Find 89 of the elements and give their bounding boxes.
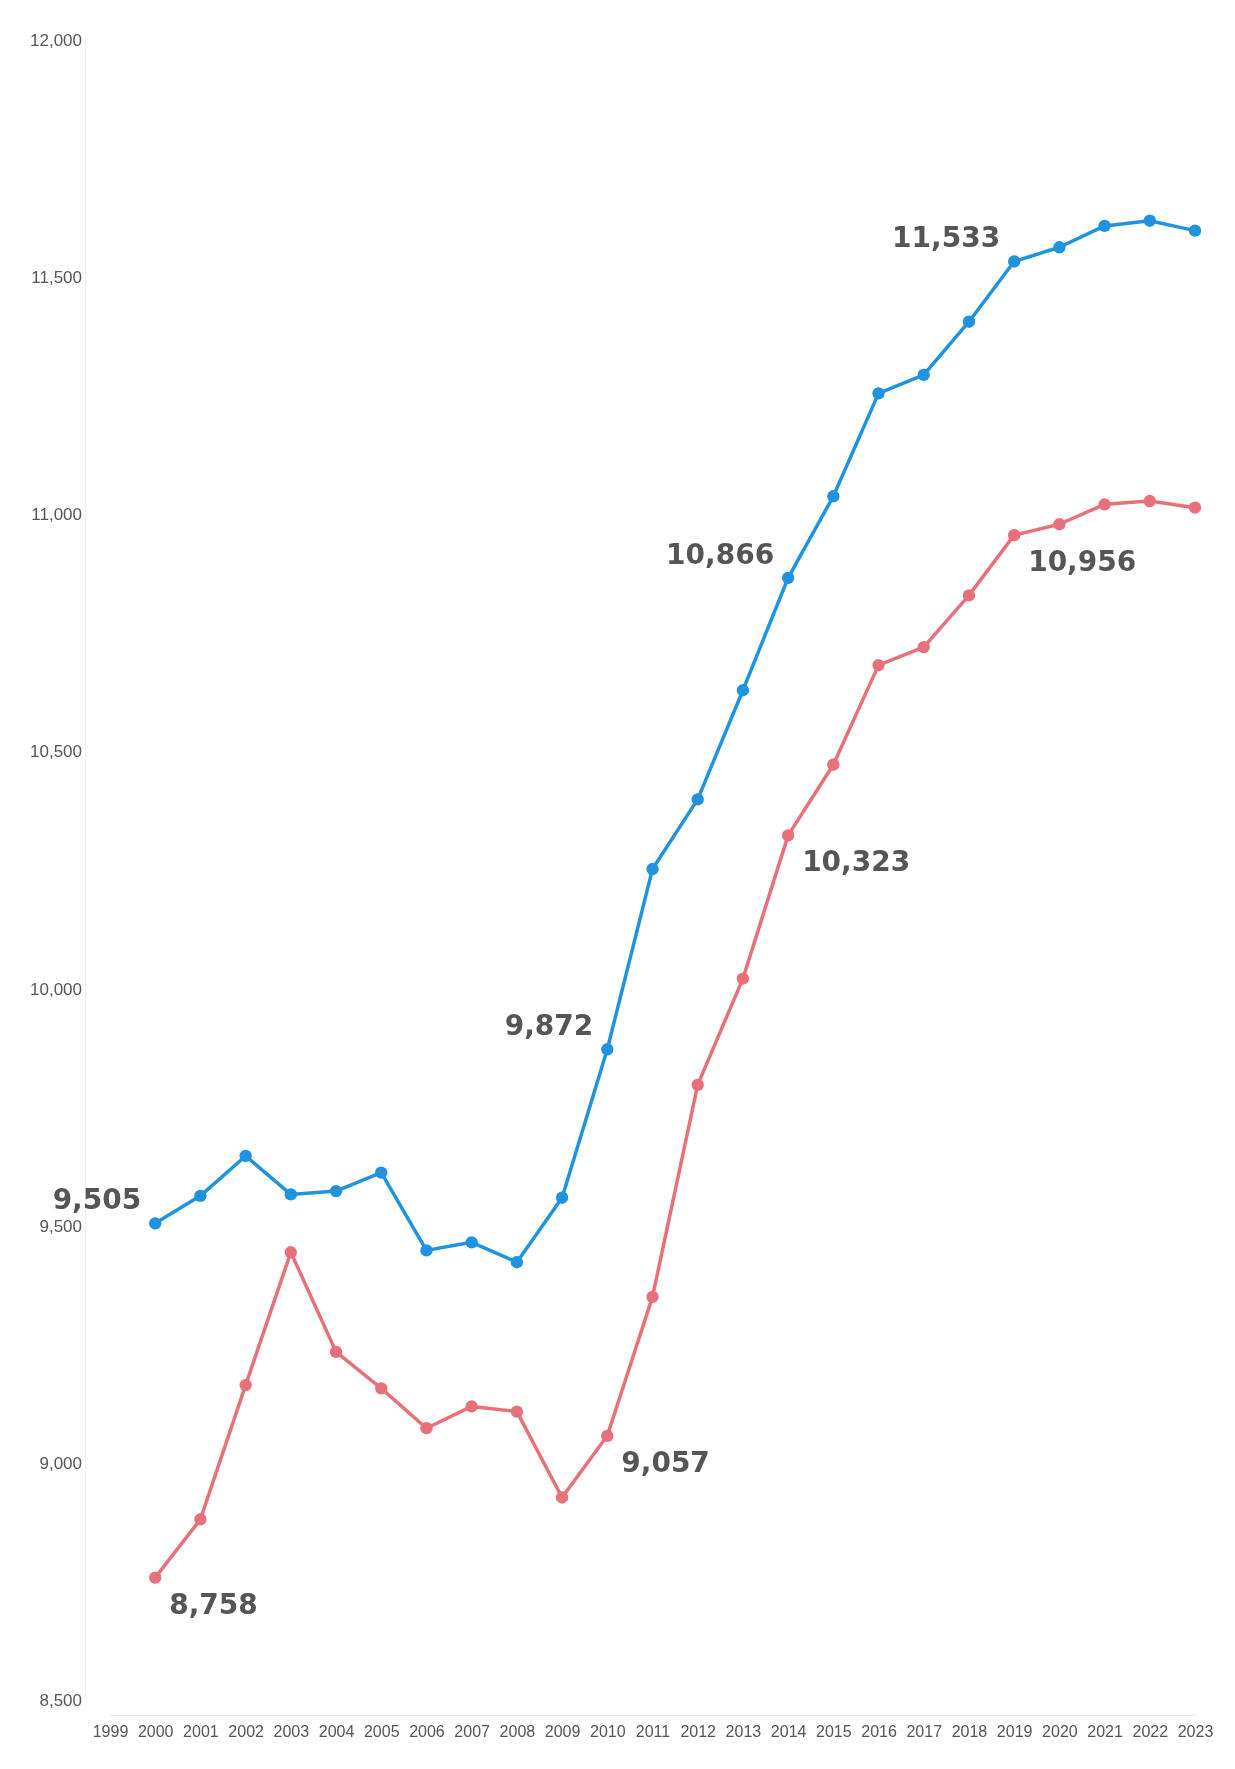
point	[827, 758, 840, 771]
point	[510, 1405, 524, 1418]
x-tick-label: 2006	[409, 1723, 445, 1741]
point	[872, 387, 885, 400]
point	[962, 589, 976, 602]
point	[1143, 494, 1156, 508]
x-tick-label: 2022	[1132, 1723, 1169, 1741]
x-tick-label: 2009	[544, 1723, 581, 1741]
point	[646, 1290, 659, 1304]
point	[962, 315, 976, 328]
x-tick-label: 2019	[996, 1723, 1033, 1741]
point	[329, 1345, 343, 1359]
point	[510, 1256, 524, 1269]
data-label: 10,323	[802, 845, 911, 879]
x-tick-label: 2005	[363, 1723, 400, 1741]
point	[781, 571, 795, 585]
data-label: 9,057	[621, 1445, 710, 1479]
point	[691, 793, 704, 806]
point	[827, 490, 840, 503]
x-tick-label: 2002	[228, 1723, 265, 1741]
x-tick-label: 2017	[906, 1723, 943, 1741]
y-tick-label: 11,500	[31, 268, 82, 288]
x-tick-label: 2015	[816, 1723, 852, 1741]
point	[646, 862, 659, 876]
point	[1143, 214, 1156, 227]
point	[239, 1378, 252, 1392]
data-label: 9,505	[52, 1183, 142, 1217]
x-tick-label: 2003	[273, 1723, 310, 1741]
point	[194, 1189, 207, 1202]
y-tick-label: 12,000	[30, 30, 82, 50]
data-label: 8,758	[169, 1587, 258, 1621]
point	[917, 640, 930, 654]
x-tick-label: 2008	[499, 1723, 536, 1741]
x-tick-label: 2013	[725, 1723, 762, 1741]
point	[465, 1400, 478, 1413]
point	[872, 658, 885, 672]
point	[194, 1513, 207, 1526]
y-tick-label: 10,500	[30, 742, 82, 762]
point	[1053, 241, 1066, 254]
point	[736, 684, 750, 697]
point	[149, 1571, 162, 1584]
x-tick-label: 2011	[635, 1723, 671, 1741]
x-tick-label: 2016	[861, 1723, 897, 1741]
point	[375, 1382, 388, 1395]
data-label: 11,533	[892, 221, 1001, 255]
point	[284, 1188, 298, 1201]
x-tick-label: 2000	[137, 1723, 174, 1741]
x-tick-label: 2023	[1177, 1723, 1214, 1741]
data-label: 10,866	[666, 537, 775, 571]
data-label: 10,956	[1028, 545, 1137, 579]
y-tick-label: 11,000	[31, 505, 82, 525]
x-tick-label: 2004	[318, 1723, 355, 1741]
y-tick-label: 9,000	[39, 1453, 82, 1473]
x-tick-label: 2018	[951, 1723, 988, 1741]
point	[284, 1246, 298, 1259]
point	[1188, 501, 1202, 514]
x-tick-label: 1999	[92, 1723, 129, 1741]
point	[601, 1043, 614, 1056]
y-tick-label: 8,500	[39, 1690, 82, 1710]
point	[736, 972, 750, 985]
x-tick-label: 2010	[589, 1723, 626, 1741]
x-tick-label: 2020	[1042, 1723, 1078, 1741]
y-tick-label: 10,000	[30, 979, 82, 999]
point	[781, 829, 795, 842]
point	[420, 1244, 433, 1257]
point	[375, 1166, 388, 1179]
point	[465, 1236, 478, 1249]
point	[1007, 528, 1021, 542]
point	[1188, 224, 1202, 237]
point	[1053, 518, 1066, 531]
point	[1007, 255, 1021, 268]
point	[917, 368, 930, 382]
point	[601, 1429, 614, 1442]
point	[1098, 498, 1111, 511]
point	[1098, 219, 1111, 233]
y-tick-label: 9,500	[39, 1216, 82, 1236]
x-tick-label: 2014	[770, 1723, 807, 1741]
point	[239, 1149, 252, 1163]
point	[149, 1217, 162, 1230]
x-tick-label: 2012	[680, 1723, 717, 1741]
point	[691, 1078, 704, 1092]
point	[420, 1422, 433, 1435]
point	[555, 1491, 569, 1504]
data-label: 9,872	[504, 1009, 594, 1043]
point	[329, 1184, 343, 1198]
x-tick-label: 2001	[183, 1723, 219, 1741]
x-tick-label: 2007	[454, 1723, 491, 1741]
x-tick-label: 2021	[1087, 1723, 1123, 1741]
point	[555, 1191, 569, 1204]
